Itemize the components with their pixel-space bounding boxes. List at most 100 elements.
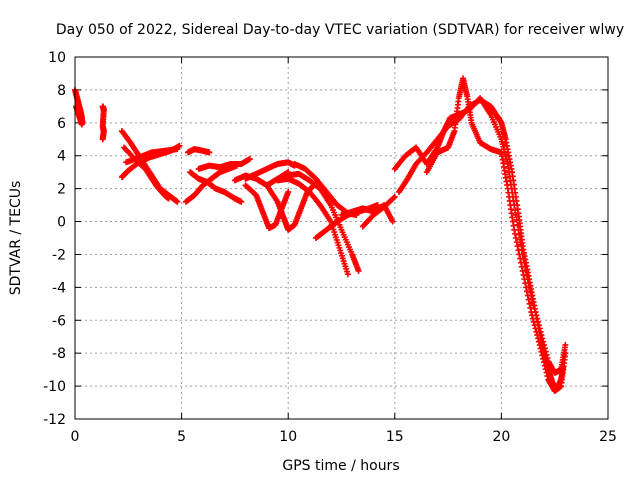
- data-point: [519, 267, 526, 274]
- data-point: [355, 267, 362, 274]
- y-tick-label: 10: [48, 50, 66, 66]
- axis-ticks: 0 5 10 15 20 25 -12 -10 -8 -6 -4 -2 0 2 4 6 8 10: [43, 50, 617, 445]
- x-tick-label: 20: [492, 429, 510, 445]
- data-point: [526, 300, 533, 307]
- data-point: [542, 366, 549, 373]
- y-tick-label: -8: [52, 346, 66, 362]
- data-point: [529, 299, 536, 306]
- data-point: [515, 247, 522, 254]
- data-point: [541, 362, 548, 369]
- series-track-11: [195, 156, 253, 172]
- data-point: [531, 322, 538, 329]
- data-point: [174, 198, 181, 205]
- data-point: [524, 292, 531, 299]
- data-point: [562, 350, 569, 357]
- data-point: [537, 345, 544, 352]
- data-point: [512, 230, 519, 237]
- series-track-13: [242, 159, 298, 182]
- data-point: [518, 259, 525, 266]
- data-point: [527, 304, 534, 311]
- data-point: [517, 236, 524, 243]
- data-point: [529, 312, 536, 319]
- y-axis-label: SDTVAR / TECUs: [8, 181, 24, 296]
- y-tick-label: 2: [57, 182, 66, 198]
- data-point: [544, 373, 551, 380]
- data-point: [531, 305, 538, 312]
- x-tick-label: 0: [71, 429, 80, 445]
- data-point: [521, 276, 528, 283]
- plot-frame: [74, 56, 609, 420]
- data-point: [511, 226, 518, 233]
- y-tick-label: 0: [57, 215, 66, 231]
- y-tick-label: -2: [52, 247, 66, 263]
- data-point: [541, 359, 548, 366]
- series-track-4: [118, 128, 181, 205]
- data-point: [530, 302, 537, 309]
- data-point: [513, 239, 520, 246]
- data-point: [391, 193, 398, 200]
- y-tick-label: -12: [43, 412, 66, 428]
- y-tick-label: -10: [43, 379, 66, 395]
- series-track-24: [423, 75, 569, 395]
- series-track-16: [274, 175, 351, 278]
- data-point: [522, 280, 529, 287]
- data-point: [538, 348, 545, 355]
- data-point: [516, 251, 523, 258]
- data-point: [543, 369, 550, 376]
- data-point: [536, 341, 543, 348]
- y-tick-label: -6: [52, 313, 66, 329]
- data-point: [99, 136, 106, 143]
- data-point: [176, 142, 183, 149]
- data-point: [512, 211, 519, 218]
- series-track-7: [123, 146, 181, 166]
- data-point: [206, 149, 213, 156]
- data-point: [512, 235, 519, 241]
- series-track-10: [182, 162, 241, 205]
- series-track-21: [359, 193, 398, 230]
- series-track-2: [73, 103, 85, 128]
- series-track-14: [242, 182, 292, 232]
- y-tick-label: -4: [52, 280, 66, 296]
- y-tick-label: 4: [57, 149, 66, 165]
- data-point: [534, 332, 541, 339]
- data-point: [535, 335, 542, 342]
- data-point: [517, 255, 524, 262]
- x-tick-label: 15: [386, 429, 404, 445]
- x-tick-label: 10: [279, 429, 297, 445]
- x-axis-label: GPS time / hours: [282, 458, 399, 474]
- data-point: [246, 156, 253, 163]
- data-point: [535, 338, 542, 345]
- data-point: [344, 271, 351, 278]
- data-point: [562, 341, 569, 348]
- data-point: [238, 198, 245, 205]
- data-point: [532, 325, 539, 332]
- data-point: [514, 221, 521, 228]
- data-point: [174, 146, 181, 153]
- chart-title: Day 050 of 2022, Sidereal Day-to-day VTE…: [56, 22, 624, 38]
- data-point: [516, 231, 523, 238]
- grid: [75, 57, 608, 419]
- data-point: [525, 296, 532, 303]
- data-point: [285, 188, 292, 195]
- data-point: [529, 295, 536, 302]
- data-point: [514, 243, 521, 250]
- data-point: [390, 194, 397, 201]
- data-point: [523, 284, 530, 291]
- data-point: [518, 246, 525, 253]
- series-track-8: [184, 146, 213, 156]
- y-tick-label: 8: [57, 83, 66, 99]
- data-point: [533, 328, 540, 335]
- data-point: [513, 216, 520, 223]
- data-point: [539, 352, 546, 359]
- data-point: [389, 218, 396, 225]
- data-point: [529, 315, 536, 322]
- y-tick-label: 6: [57, 116, 66, 132]
- data-point: [165, 195, 172, 202]
- x-tick-label: 5: [177, 429, 186, 445]
- data-points: [72, 75, 569, 395]
- data-point: [520, 272, 527, 279]
- x-tick-label: 25: [599, 429, 617, 445]
- data-point: [518, 241, 525, 248]
- data-point: [528, 309, 535, 316]
